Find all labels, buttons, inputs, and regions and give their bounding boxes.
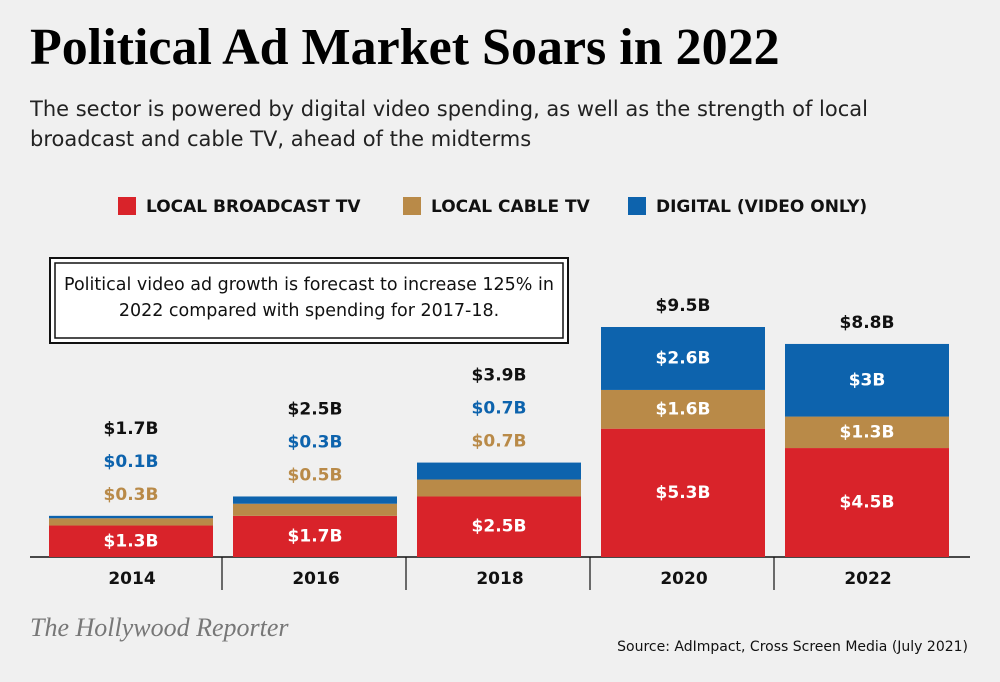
bar-segment — [417, 479, 581, 497]
value-label: $1.3B — [840, 422, 895, 442]
value-label: $1.6B — [656, 399, 711, 419]
value-label: $5.3B — [656, 483, 711, 503]
x-tick-label: 2018 — [476, 569, 523, 589]
annotation-frame — [49, 257, 569, 344]
value-label: $0.1B — [104, 452, 159, 472]
annotation-frame — [54, 262, 564, 339]
bar-segment — [785, 343, 949, 417]
bar-segment — [49, 525, 213, 557]
total-label: $2.5B — [288, 399, 343, 419]
total-label: $8.8B — [840, 313, 895, 333]
subtitle-box: The sector is powered by digital video s… — [30, 97, 868, 151]
annotation-box: Political video ad growth is forecast to… — [64, 275, 554, 321]
bar-segment — [601, 389, 765, 429]
value-label: $2.6B — [656, 348, 711, 368]
legend-swatch — [628, 197, 646, 215]
value-label: $0.5B — [288, 465, 343, 485]
value-label: $0.7B — [472, 432, 527, 452]
bar-segment — [49, 515, 213, 519]
bar-segment — [233, 496, 397, 504]
bar-segment — [785, 416, 949, 449]
x-tick-label: 2022 — [844, 569, 891, 589]
value-label: $1.7B — [288, 526, 343, 546]
legend-label: LOCAL CABLE TV — [431, 197, 591, 217]
bar-segment — [233, 503, 397, 516]
legend-label: DIGITAL (VIDEO ONLY) — [656, 197, 867, 217]
x-tick-label: 2020 — [660, 569, 707, 589]
total-label: $9.5B — [656, 296, 711, 316]
source: Source: AdImpact, Cross Screen Media (Ju… — [617, 639, 968, 655]
legend-swatch — [118, 197, 136, 215]
chart-title: Political Ad Market Soars in 2022 — [30, 19, 780, 76]
logo: The Hollywood Reporter — [30, 613, 289, 642]
value-label: $2.5B — [472, 517, 527, 537]
legend-label: LOCAL BROADCAST TV — [146, 197, 361, 217]
bar-segment — [417, 496, 581, 557]
legend-swatch — [403, 197, 421, 215]
value-label: $3B — [849, 370, 886, 390]
value-label: $0.3B — [288, 432, 343, 452]
bar-segment — [601, 327, 765, 390]
value-label: $4.5B — [840, 493, 895, 513]
chart-subtitle: The sector is powered by digital video s… — [30, 97, 868, 151]
bar-segment — [417, 462, 581, 480]
total-label: $3.9B — [472, 366, 527, 386]
value-label: $0.3B — [104, 485, 159, 505]
x-tick-label: 2016 — [292, 569, 339, 589]
annotation: Political video ad growth is forecast to… — [64, 275, 554, 321]
bar-segment — [785, 448, 949, 557]
bar-segment — [49, 518, 213, 526]
bar-segment — [601, 428, 765, 557]
value-label: $0.7B — [472, 399, 527, 419]
total-label: $1.7B — [104, 419, 159, 439]
x-tick-label: 2014 — [108, 569, 155, 589]
value-label: $1.3B — [104, 531, 159, 551]
bar-segment — [233, 515, 397, 557]
